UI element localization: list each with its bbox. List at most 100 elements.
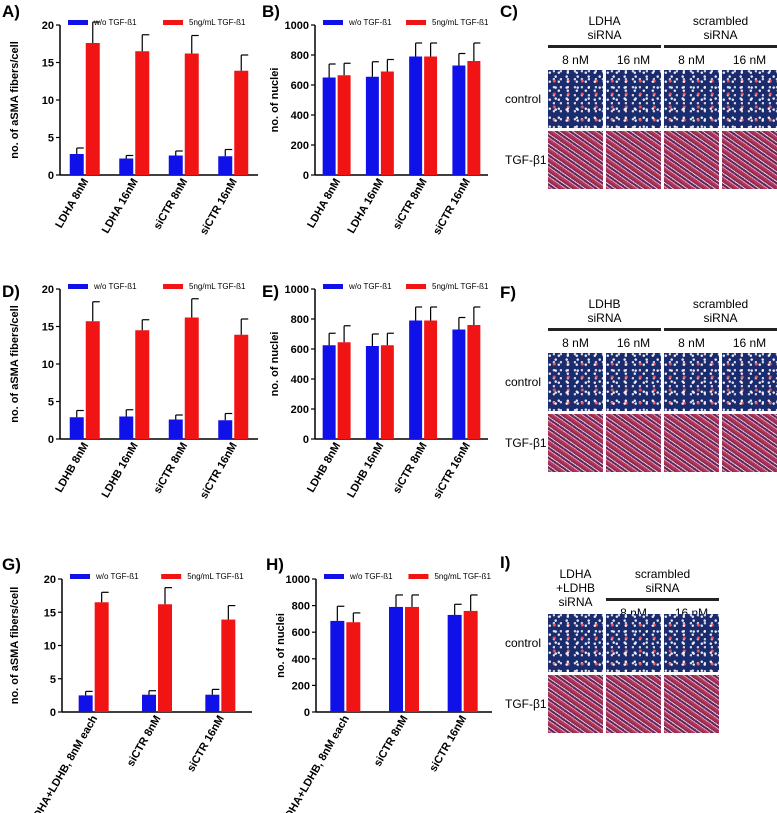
y-tick-label: 600 — [291, 344, 309, 356]
legend-swatch — [68, 284, 88, 289]
x-tick-label: siCTR 16nM — [185, 714, 227, 775]
bar — [234, 334, 249, 439]
row-label: control — [505, 92, 542, 106]
x-tick-label: siCTR 16nM — [198, 177, 240, 238]
x-tick-label: siCTR 8nM — [372, 714, 411, 769]
y-tick-label: 10 — [42, 95, 54, 107]
legend-swatch — [68, 20, 88, 25]
bar — [452, 329, 466, 439]
legend-label: 5ng/mL TGF-ß1 — [189, 282, 246, 291]
x-tick-label: LDHA+LDHB, 8nM each — [280, 713, 352, 813]
bar — [380, 345, 394, 439]
y-axis-label: no. of aSMA fibers/cell — [9, 41, 21, 159]
bar — [85, 43, 100, 175]
group-title-line: siRNA — [587, 28, 622, 42]
panel-label-b: B) — [262, 2, 280, 21]
legend-swatch — [408, 574, 429, 579]
legend-swatch — [406, 284, 427, 289]
y-axis-label: no. of nuclei — [269, 68, 281, 133]
legend-label: 5ng/mL TGF-ß1 — [432, 282, 489, 291]
panel-label-i: I) — [500, 553, 511, 572]
x-tick-label: LDHA 8nM — [53, 177, 91, 231]
chart-a-asma-fibers: no. of aSMA fibers/cell 0 5 10 15 20 w/o TGF-ß… — [9, 18, 258, 238]
bar — [380, 71, 394, 175]
group-title-line: LDHA — [588, 14, 621, 28]
bar — [346, 622, 361, 712]
y-axis-label: no. of aSMA fibers/cell — [9, 587, 21, 705]
panel-label-h: H) — [266, 555, 284, 574]
column-label: 8 nM — [678, 53, 705, 67]
chart-d-asma-fibers: no. of aSMA fibers/cell 0 5 10 15 20 w/o TGF-ß… — [9, 282, 258, 501]
group-title-line: scrambled — [692, 14, 749, 28]
y-tick-label: 0 — [48, 170, 54, 182]
y-tick-label: 800 — [291, 314, 309, 326]
bar — [94, 602, 109, 712]
x-tick-label: siCTR 16nM — [427, 714, 469, 775]
panel-label-a: A) — [2, 2, 20, 21]
micrograph-panel-f: LDHB siRNA 8 nM 16 nM scrambled siRNA 8 nM 16 n… — [495, 283, 777, 472]
x-tick-label: LDHB 8nM — [53, 441, 91, 495]
x-tick-label: siCTR 8nM — [152, 441, 191, 496]
column-label: 16 nM — [616, 336, 651, 350]
chart-g-asma-fibers: no. of aSMA fibers/cell 0 5 10 15 20 w/o TGF-ß… — [9, 572, 252, 813]
group-title: scrambled siRNA — [606, 567, 719, 595]
bar — [365, 76, 379, 175]
column-label: 16 nM — [616, 53, 651, 67]
legend-swatch — [163, 284, 184, 289]
micrograph-tgf — [722, 131, 777, 189]
group-bar — [548, 328, 661, 331]
legend-swatch — [163, 20, 184, 25]
bar — [365, 346, 379, 439]
y-axis-label: no. of aSMA fibers/cell — [9, 305, 21, 423]
y-tick-label: 1000 — [285, 284, 309, 296]
panel-label-e: E) — [262, 282, 279, 301]
x-tick-label: LDHA+LDHB, 8nM each — [28, 713, 100, 813]
legend-label: w/o TGF-ß1 — [348, 18, 392, 27]
group-title-line: siRNA — [703, 28, 738, 42]
chart-e-nuclei: no. of nuclei 0 200 400 600 800 1000 w/o TGF-ß1… — [269, 282, 489, 501]
legend-label: 5ng/mL TGF-ß1 — [187, 572, 244, 581]
x-tick-label: siCTR 16nM — [431, 177, 473, 238]
bar — [69, 154, 84, 175]
legend-swatch — [406, 20, 427, 25]
micrograph-tgf — [548, 131, 603, 189]
column-label: 16 nM — [732, 336, 767, 350]
micrograph-control — [606, 70, 661, 128]
bar — [452, 65, 466, 175]
micrograph-tgf — [664, 414, 719, 472]
bar — [142, 694, 156, 712]
group-bar — [606, 598, 719, 601]
y-tick-label: 400 — [292, 654, 310, 666]
y-tick-label: 400 — [291, 374, 309, 386]
legend-swatch — [161, 574, 182, 579]
y-tick-label: 0 — [48, 434, 54, 446]
bar — [135, 51, 150, 175]
micrograph-control — [664, 614, 719, 672]
bar — [218, 156, 233, 175]
group-title: LDHA siRNA — [548, 14, 661, 42]
row-label: TGF-β1 — [505, 436, 547, 450]
group-title: LDHB siRNA — [548, 297, 661, 325]
column-label: 16 nM — [732, 53, 767, 67]
bar — [69, 417, 84, 439]
bar — [405, 606, 419, 712]
panel-label-d: D) — [2, 282, 20, 301]
group-bar — [548, 45, 661, 48]
micrograph-tgf — [664, 131, 719, 189]
x-tick-label: siCTR 8nM — [125, 714, 164, 769]
micrograph-control — [548, 614, 603, 672]
y-tick-label: 20 — [42, 284, 54, 296]
legend-label: 5ng/mL TGF-ß1 — [434, 572, 491, 581]
micrograph-tgf — [548, 675, 603, 733]
micrograph-tgf — [548, 414, 603, 472]
group-title: scrambled siRNA — [664, 14, 777, 42]
bar — [119, 158, 134, 175]
micrograph-control — [664, 70, 719, 128]
legend-label: w/o TGF-ß1 — [348, 282, 392, 291]
row-label: control — [505, 375, 542, 389]
bar — [330, 620, 345, 712]
group-title-line: siRNA — [703, 311, 738, 325]
y-axis-label: no. of nuclei — [269, 332, 281, 397]
y-tick-label: 5 — [50, 674, 56, 686]
micrograph-control — [548, 70, 603, 128]
